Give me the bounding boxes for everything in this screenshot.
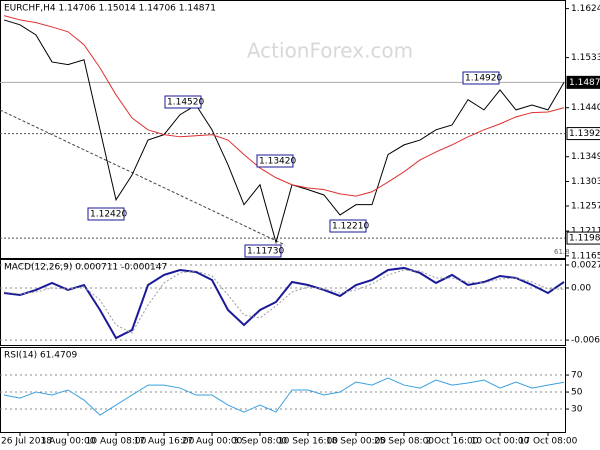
x-tick-label: 10 Aug 08:00 bbox=[86, 437, 147, 447]
y-tick-label: 50 bbox=[571, 388, 583, 398]
y-tick-label: 1.13030 bbox=[571, 177, 600, 187]
series-line bbox=[3, 269, 565, 334]
panel-frame bbox=[0, 347, 566, 433]
y-tick-label: 1.15330 bbox=[571, 53, 600, 63]
x-tick-label: 27 Aug 00:00 bbox=[182, 437, 243, 447]
y-tick-label: 1.14400 bbox=[571, 103, 600, 113]
panel-title: MACD(12,26,9) 0.000711 -0.000147 bbox=[4, 263, 167, 273]
level-label: 1.14871 bbox=[569, 78, 600, 88]
annotation-box bbox=[164, 95, 202, 109]
series-line bbox=[3, 15, 565, 197]
annotation-box bbox=[329, 219, 367, 233]
annotation-box bbox=[256, 154, 294, 168]
y-tick-label: 0.0027 bbox=[571, 260, 600, 270]
series-line bbox=[3, 377, 565, 416]
x-tick-label: 25 Sep 08:00 bbox=[374, 437, 434, 447]
annotation: 1.12210 bbox=[332, 222, 369, 232]
level-label: 1.11980 bbox=[569, 234, 600, 244]
x-tick-label: 17 Oct 08:00 bbox=[519, 437, 578, 447]
y-tick-label: 30 bbox=[571, 405, 583, 415]
level-box bbox=[566, 231, 600, 245]
panel-title: RSI(14) 61.4709 bbox=[4, 351, 77, 361]
trend-line bbox=[0, 109, 286, 246]
series-line bbox=[3, 19, 565, 245]
annotation: 1.12420 bbox=[90, 210, 127, 220]
annotation: 61.8 bbox=[554, 248, 570, 256]
annotation-box bbox=[87, 207, 125, 221]
x-tick-label: 3 Aug 00:00 bbox=[41, 437, 96, 447]
x-tick-label: 26 Jul 2018 bbox=[1, 437, 52, 447]
y-tick-label: 70 bbox=[571, 371, 583, 381]
y-tick-label: 1.16240 bbox=[571, 4, 600, 14]
x-tick-label: 10 Sep 16:00 bbox=[278, 437, 338, 447]
watermark: ActionForex.com bbox=[247, 39, 413, 63]
panel-title: EURCHF,H4 1.14706 1.15014 1.14706 1.1487… bbox=[4, 4, 216, 14]
y-tick-label: -0.006114 bbox=[571, 336, 600, 346]
y-tick-label: 1.12575 bbox=[571, 202, 600, 212]
x-tick-label: 10 Oct 00:00 bbox=[471, 437, 530, 447]
x-tick-label: 17 Aug 16:00 bbox=[134, 437, 195, 447]
level-label: 1.13920 bbox=[569, 129, 600, 139]
annotation: 1.13420 bbox=[259, 157, 296, 167]
panel-frame bbox=[0, 259, 566, 346]
level-box bbox=[566, 75, 600, 89]
annotation: 1.14520 bbox=[167, 98, 204, 108]
annotation-box bbox=[462, 71, 500, 85]
panel-frame bbox=[0, 0, 566, 259]
annotation: 1.11730 bbox=[247, 247, 284, 257]
x-tick-label: 3 Sep 08:00 bbox=[233, 437, 288, 447]
y-tick-label: 1.12110 bbox=[571, 227, 600, 237]
series-line bbox=[3, 266, 565, 340]
level-box bbox=[566, 127, 600, 141]
y-tick-label: 0.00 bbox=[571, 283, 591, 293]
annotation: 1.14920 bbox=[465, 74, 502, 84]
annotation-box bbox=[244, 244, 282, 258]
x-tick-label: 18 Sep 00:00 bbox=[326, 437, 386, 447]
x-tick-label: 2 Oct 16:00 bbox=[426, 437, 479, 447]
y-tick-label: 1.11650 bbox=[571, 251, 600, 261]
y-tick-label: 1.13490 bbox=[571, 152, 600, 162]
